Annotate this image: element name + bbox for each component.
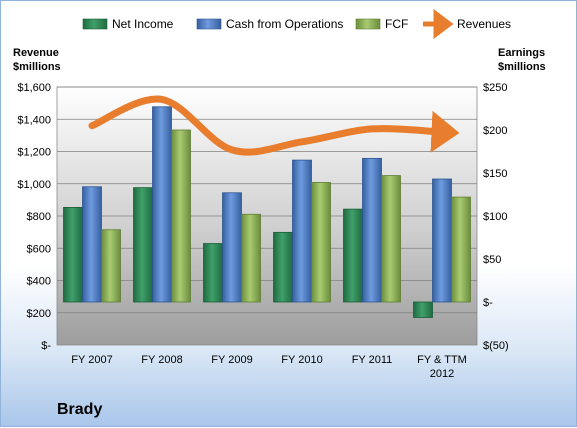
legend-label-fcf: FCF	[385, 17, 408, 31]
right-axis-title-line1: Earnings	[498, 47, 545, 59]
bar-net-income	[413, 301, 433, 318]
category-label: FY 2008	[141, 354, 182, 366]
left-tick-label: $1,200	[17, 147, 51, 159]
bar-cash-from-operations	[362, 157, 382, 303]
legend-swatch-fcf	[355, 18, 381, 30]
gridlines	[57, 86, 477, 314]
left-tick-label: $1,400	[17, 114, 51, 126]
left-tick-label: $1,600	[17, 82, 51, 94]
right-tick-label: $200	[483, 125, 507, 137]
bar-fcf	[381, 175, 401, 303]
bar-net-income	[133, 187, 153, 303]
right-tick-label: $50	[483, 254, 501, 266]
category-label: FY 2007	[71, 354, 112, 366]
bar-net-income	[273, 231, 293, 303]
left-axis-ticks: $- $200 $400 $600 $800 $1,000 $1,200 $1,400 $1,6…	[17, 82, 51, 352]
bar-fcf	[451, 196, 471, 303]
category-label: FY 2009	[211, 354, 252, 366]
legend-label-cash-from-operations: Cash from Operations	[226, 17, 343, 31]
company-name: Brady	[57, 401, 102, 418]
right-tick-label: $250	[483, 82, 507, 94]
bar-fcf	[311, 182, 331, 303]
legend: Net Income Cash from Operations FCF Reve…	[82, 9, 511, 39]
bar-net-income	[63, 206, 83, 303]
bar-cash-from-operations	[432, 178, 452, 303]
left-tick-label: $1,000	[17, 179, 51, 191]
left-tick-label: $600	[27, 243, 51, 255]
category-labels: FY 2007 FY 2008 FY 2009 FY 2010 FY 2011 FY & …	[71, 354, 467, 380]
bars	[63, 106, 471, 318]
right-axis-title-line2: $millions	[498, 61, 546, 73]
category-label: FY & TTM	[417, 354, 467, 366]
legend-label-net-income: Net Income	[112, 17, 174, 31]
category-label: 2012	[430, 368, 454, 380]
legend-swatch-cash-from-operations	[196, 18, 222, 30]
bar-net-income	[343, 208, 363, 303]
left-axis-title-line2: $millions	[13, 61, 61, 73]
right-tick-label: $-	[483, 297, 493, 309]
left-tick-label: $400	[27, 276, 51, 288]
left-tick-label: $-	[41, 340, 51, 352]
right-axis-ticks: $(50) $- $50 $100 $150 $200 $250	[483, 82, 509, 352]
left-tick-label: $800	[27, 211, 51, 223]
left-axis-title-line1: Revenue	[13, 47, 59, 59]
category-label: FY 2011	[352, 354, 393, 366]
legend-label-revenues: Revenues	[457, 17, 511, 31]
right-tick-label: $150	[483, 168, 507, 180]
legend-swatch-net-income	[82, 18, 108, 30]
bar-fcf	[101, 229, 121, 303]
bar-cash-from-operations	[292, 159, 312, 303]
bar-cash-from-operations	[82, 186, 102, 303]
left-tick-label: $200	[27, 308, 51, 320]
revenues-line	[88, 95, 460, 156]
bar-fcf	[171, 129, 191, 303]
bar-net-income	[203, 243, 223, 303]
revenues-line-path	[88, 95, 460, 156]
right-tick-label: $(50)	[483, 340, 509, 352]
right-tick-label: $100	[483, 211, 507, 223]
bar-fcf	[241, 213, 261, 303]
bar-cash-from-operations	[222, 192, 242, 303]
bar-cash-from-operations	[152, 106, 172, 303]
category-label: FY 2010	[281, 354, 322, 366]
